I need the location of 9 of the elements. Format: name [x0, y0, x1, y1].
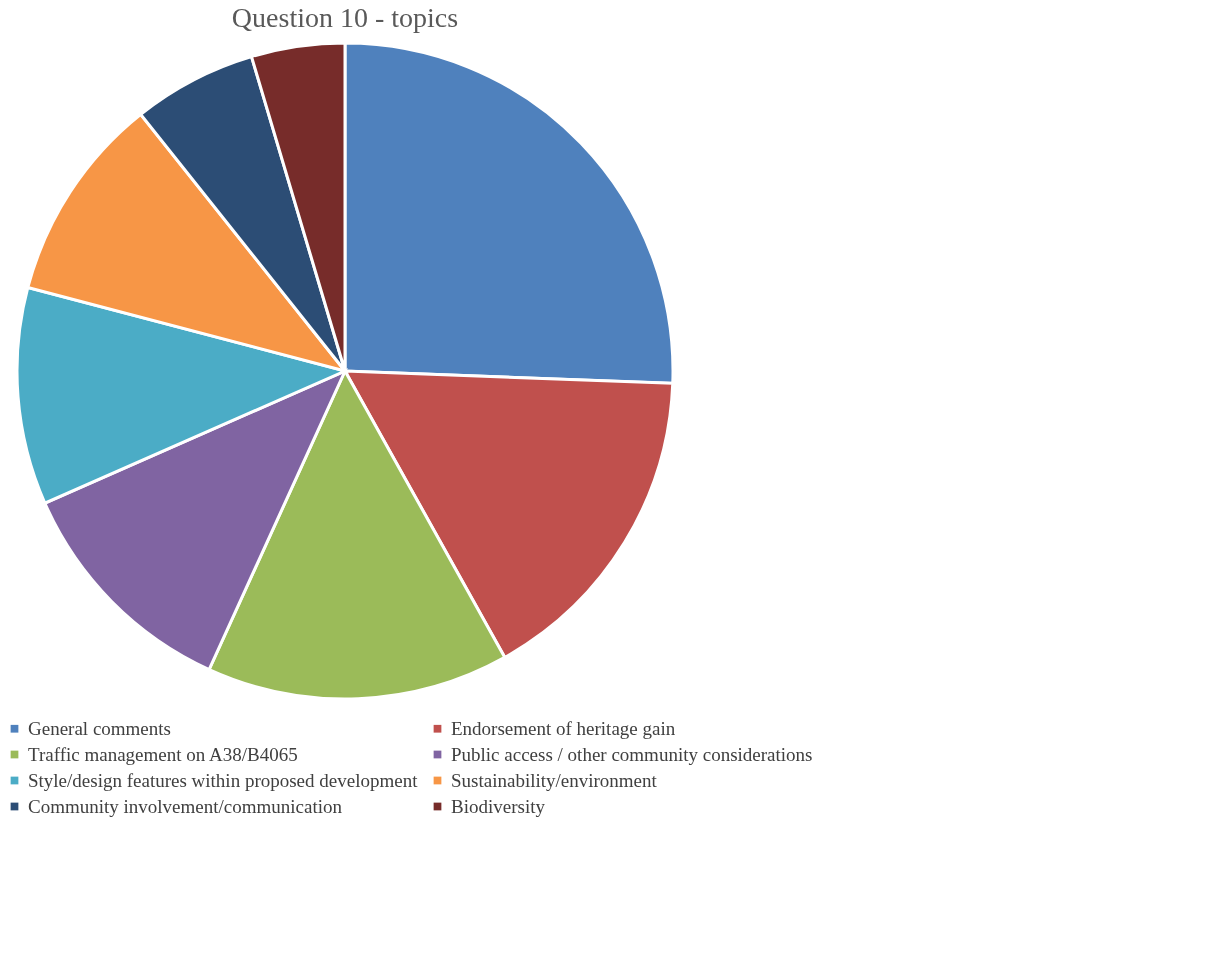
- chart-title: Question 10 - topics: [231, 2, 459, 33]
- legend-label: Sustainability/environment: [451, 769, 658, 791]
- legend-label: Public access / other community considerations: [451, 743, 813, 765]
- legend-label: Style/design features within proposed development: [28, 769, 419, 791]
- legend-label: Endorsement of heritage gain: [451, 717, 676, 739]
- legend-label: Community involvement/communication: [28, 795, 343, 817]
- legend-label: Biodiversity: [451, 795, 546, 817]
- legend-label: General comments: [28, 717, 171, 739]
- legend-label: Traffic management on A38/B4065: [28, 743, 298, 765]
